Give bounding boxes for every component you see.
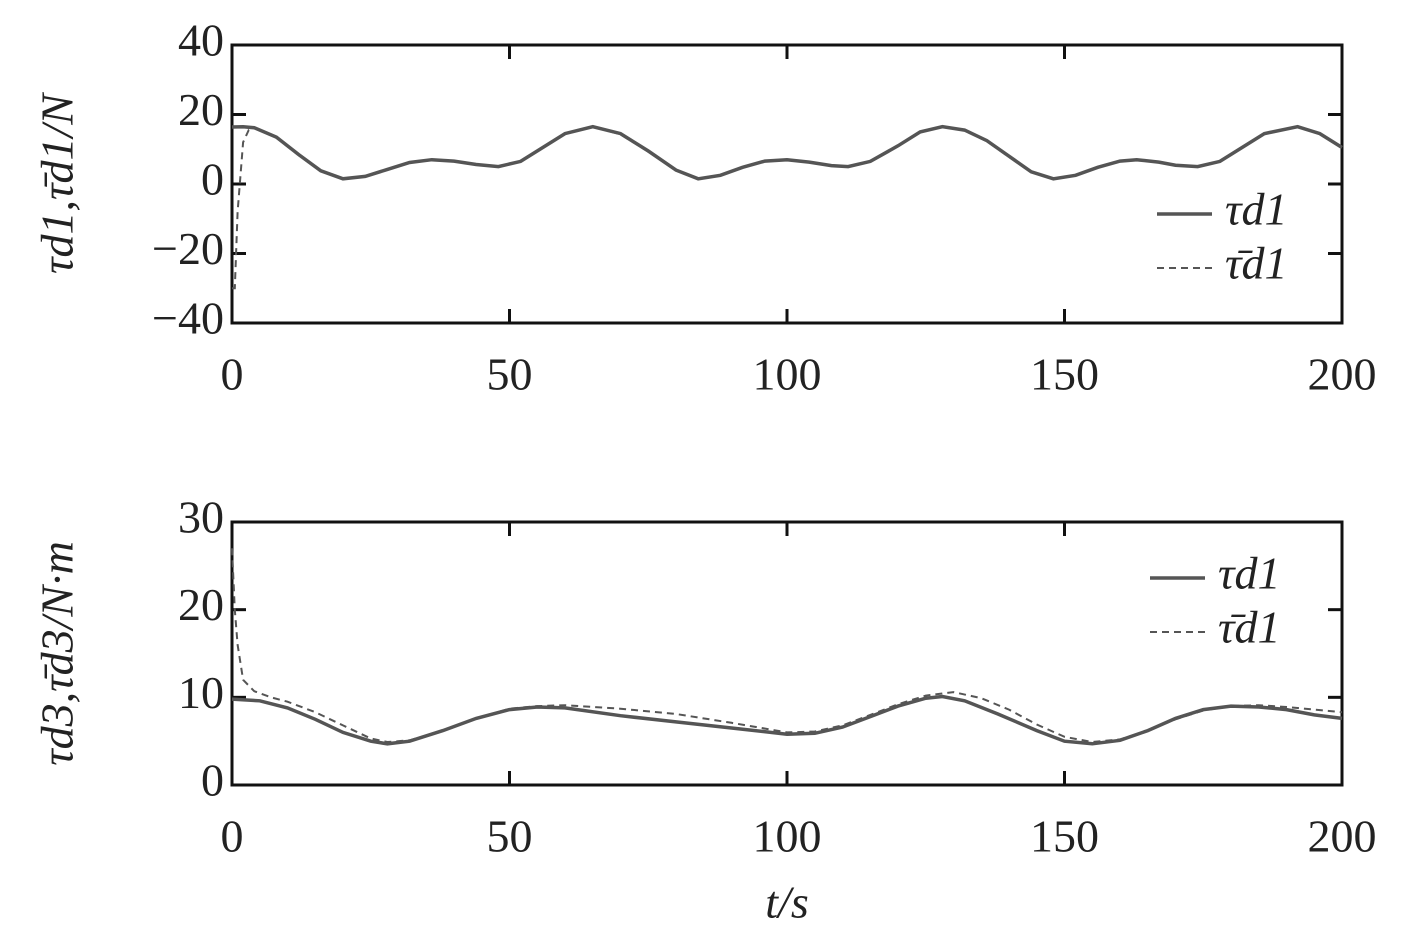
x-tick-label: 150 bbox=[1030, 811, 1099, 862]
x-tick-label: 0 bbox=[221, 811, 244, 862]
x-tick-label: 200 bbox=[1308, 349, 1377, 400]
y-axis-label: τd3,τ̄d3/N·m bbox=[32, 541, 83, 766]
plot-frame bbox=[230, 43, 1344, 325]
y-tick-label: 40 bbox=[178, 15, 224, 66]
legend-label: τd1 bbox=[1225, 184, 1287, 235]
x-tick-label: 50 bbox=[487, 811, 533, 862]
x-tick-label: 150 bbox=[1030, 349, 1099, 400]
legend-label: τd1 bbox=[1218, 548, 1280, 599]
data-line bbox=[231, 124, 1343, 181]
y-tick-label: −40 bbox=[152, 293, 224, 344]
x-tick-label: 100 bbox=[753, 349, 822, 400]
y-tick-label: 0 bbox=[201, 154, 224, 205]
y-tick-label: 20 bbox=[178, 84, 224, 135]
x-tick-label: 50 bbox=[487, 349, 533, 400]
data-line bbox=[232, 125, 1343, 290]
y-tick-label: −20 bbox=[152, 223, 224, 274]
y-axis-label: τd1,τ̄d1/N bbox=[32, 92, 83, 274]
legend-label: τ̄d1 bbox=[1218, 602, 1280, 653]
data-line bbox=[231, 548, 1343, 744]
y-tick-label: 20 bbox=[178, 579, 224, 630]
legend-label: τ̄d1 bbox=[1225, 238, 1287, 289]
y-tick-label: 0 bbox=[201, 755, 224, 806]
x-tick-label: 0 bbox=[221, 349, 244, 400]
plot-frame bbox=[230, 520, 1344, 787]
x-tick-label: 200 bbox=[1308, 811, 1377, 862]
x-tick-label: 100 bbox=[753, 811, 822, 862]
y-tick-label: 10 bbox=[178, 667, 224, 718]
x-axis-label: t/s bbox=[765, 877, 808, 928]
y-tick-label: 30 bbox=[178, 492, 224, 543]
